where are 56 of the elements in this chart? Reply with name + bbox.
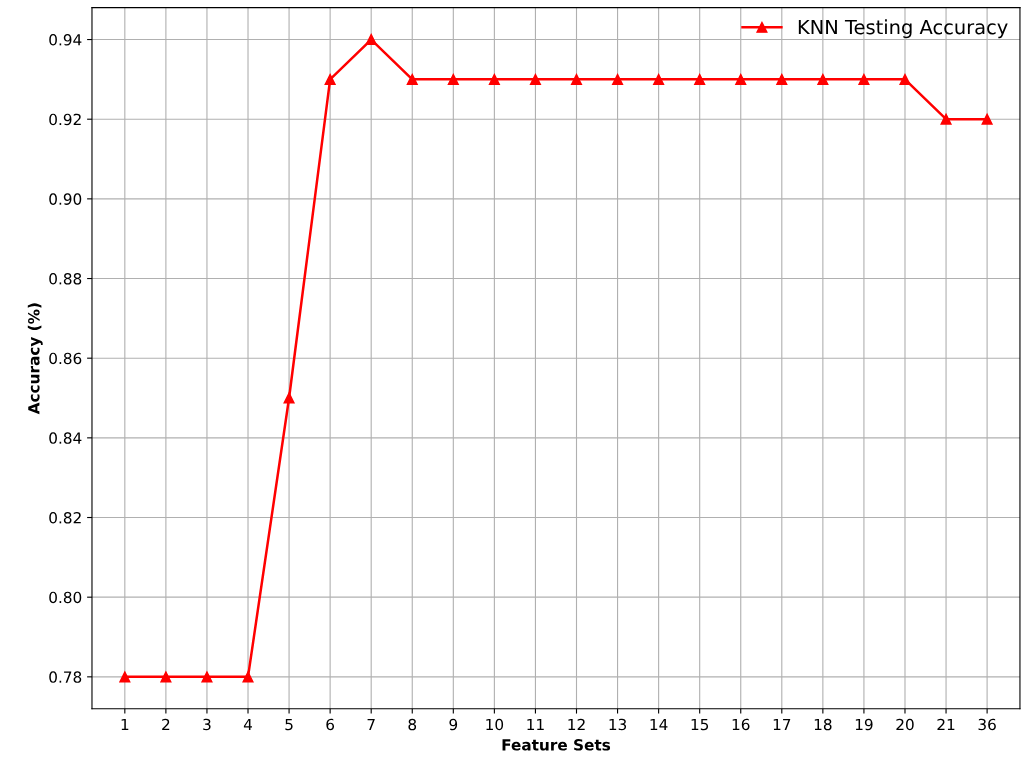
point bbox=[612, 73, 624, 85]
x-tick-label: 3 bbox=[203, 718, 211, 731]
point bbox=[160, 671, 172, 683]
x-tick-label: 14 bbox=[650, 718, 668, 731]
y-tick-label: 0.78 bbox=[49, 671, 82, 683]
x-tick-label: 4 bbox=[243, 718, 253, 731]
y-tick-label: 0.84 bbox=[49, 432, 82, 444]
point bbox=[488, 73, 500, 85]
x-tick-label: 18 bbox=[814, 718, 832, 731]
y-tick-label: 0.94 bbox=[49, 34, 82, 46]
y-tick-label: 0.80 bbox=[49, 591, 82, 604]
point bbox=[570, 73, 583, 85]
x-tick-label: 17 bbox=[773, 718, 791, 731]
point bbox=[694, 73, 706, 85]
x-tick-label: 16 bbox=[732, 718, 750, 731]
point bbox=[406, 73, 418, 85]
point bbox=[940, 113, 952, 125]
y-tick-label: 0.86 bbox=[49, 352, 82, 365]
point bbox=[447, 73, 459, 85]
x-tick-label: 1 bbox=[121, 718, 129, 731]
point bbox=[201, 671, 213, 683]
point bbox=[242, 671, 254, 683]
point bbox=[735, 73, 747, 85]
x-tick-label: 5 bbox=[285, 718, 293, 731]
x-tick-label: 6 bbox=[326, 718, 335, 731]
x-tick-label: 9 bbox=[449, 718, 458, 731]
legend-label: KNN Testing Accuracy bbox=[798, 19, 1008, 39]
x-tick-label: 36 bbox=[978, 718, 996, 731]
y-axis-title: Accuracy (%) bbox=[27, 303, 43, 415]
x-tick-label: 10 bbox=[486, 718, 504, 731]
x-tick-label: 21 bbox=[937, 718, 955, 731]
point bbox=[981, 113, 993, 125]
y-tick-label: 0.82 bbox=[49, 511, 81, 524]
x-tick-label: 11 bbox=[527, 718, 544, 731]
point bbox=[324, 73, 336, 85]
x-tick-label: 19 bbox=[855, 718, 873, 731]
point bbox=[119, 671, 131, 683]
point bbox=[653, 73, 665, 85]
x-tick-label: 12 bbox=[568, 718, 585, 731]
x-tick-label: 13 bbox=[609, 718, 627, 731]
x-tick-label: 2 bbox=[162, 718, 170, 731]
x-tick-label: 8 bbox=[408, 718, 417, 731]
y-tick-label: 0.92 bbox=[49, 113, 81, 126]
y-tick-label: 0.88 bbox=[49, 272, 82, 285]
point bbox=[776, 73, 788, 85]
x-axis-title: Feature Sets bbox=[502, 739, 611, 751]
x-tick-label: 7 bbox=[367, 718, 375, 731]
point bbox=[365, 33, 377, 46]
point bbox=[858, 73, 870, 85]
point bbox=[529, 73, 541, 85]
x-tick-label: 20 bbox=[896, 718, 914, 731]
point bbox=[283, 392, 295, 404]
x-tick-label: 15 bbox=[691, 718, 709, 731]
point bbox=[899, 73, 911, 85]
point bbox=[817, 73, 829, 85]
y-tick-label: 0.90 bbox=[49, 193, 82, 205]
